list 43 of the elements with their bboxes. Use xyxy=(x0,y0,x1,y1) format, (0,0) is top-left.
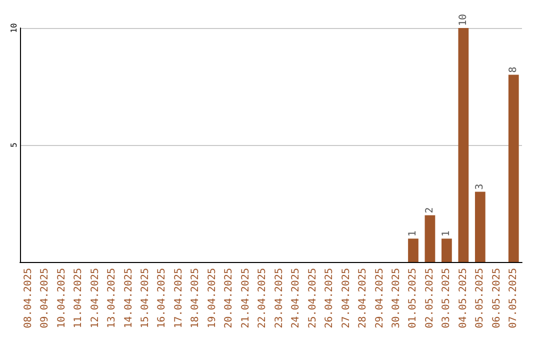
x-tick-label: 21.04.2025 xyxy=(240,268,252,328)
x-tick-label: 09.04.2025 xyxy=(40,268,51,328)
x-tick-label: 19.04.2025 xyxy=(206,268,218,328)
x-tick-label: 07.05.2025 xyxy=(508,268,520,328)
data-label: 1 xyxy=(441,230,452,237)
bar xyxy=(474,192,486,262)
bar xyxy=(408,238,418,262)
x-tick-label: 14.04.2025 xyxy=(123,268,134,328)
x-tick-label: 15.04.2025 xyxy=(140,268,151,328)
x-tick-label: 10.04.2025 xyxy=(56,268,68,328)
bar xyxy=(458,28,469,262)
x-tick-label: 04.05.2025 xyxy=(458,268,469,328)
data-label: 2 xyxy=(424,207,436,214)
x-tick-label: 26.04.2025 xyxy=(324,268,336,328)
x-tick-label: 22.04.2025 xyxy=(257,268,268,328)
x-tick-label: 30.04.2025 xyxy=(391,268,402,328)
x-tick-label: 16.04.2025 xyxy=(156,268,168,328)
x-tick-label: 06.05.2025 xyxy=(491,268,502,328)
data-label: 8 xyxy=(508,66,520,73)
x-tick-label: 24.04.2025 xyxy=(290,268,302,328)
x-tick-label: 12.04.2025 xyxy=(90,268,101,328)
x-tick-label: 25.04.2025 xyxy=(307,268,318,328)
y-tick-label: 5 xyxy=(10,142,18,148)
data-label: 1 xyxy=(408,230,419,237)
data-label: 10 xyxy=(458,14,469,26)
bar xyxy=(424,215,436,262)
x-tick-label: 18.04.2025 xyxy=(190,268,202,328)
bar xyxy=(508,74,519,262)
x-tick-label: 08.04.2025 xyxy=(22,268,34,328)
x-tick-label: 11.04.2025 xyxy=(73,268,84,328)
x-tick-label: 13.04.2025 xyxy=(106,268,118,328)
bar xyxy=(442,238,452,262)
x-tick-label: 20.04.2025 xyxy=(224,268,235,328)
x-tick-label: 03.05.2025 xyxy=(441,268,452,328)
x-tick-label: 05.05.2025 xyxy=(474,268,486,328)
x-tick-label: 29.04.2025 xyxy=(374,268,386,328)
data-label: 3 xyxy=(474,184,486,190)
x-tick-label: 02.05.2025 xyxy=(424,268,436,328)
x-tick-label: 17.04.2025 xyxy=(173,268,184,328)
x-tick-label: 28.04.2025 xyxy=(358,268,369,328)
x-tick-label: 01.05.2025 xyxy=(408,268,419,328)
x-tick-label: 27.04.2025 xyxy=(340,268,352,328)
x-tick-label: 23.04.2025 xyxy=(274,268,285,328)
